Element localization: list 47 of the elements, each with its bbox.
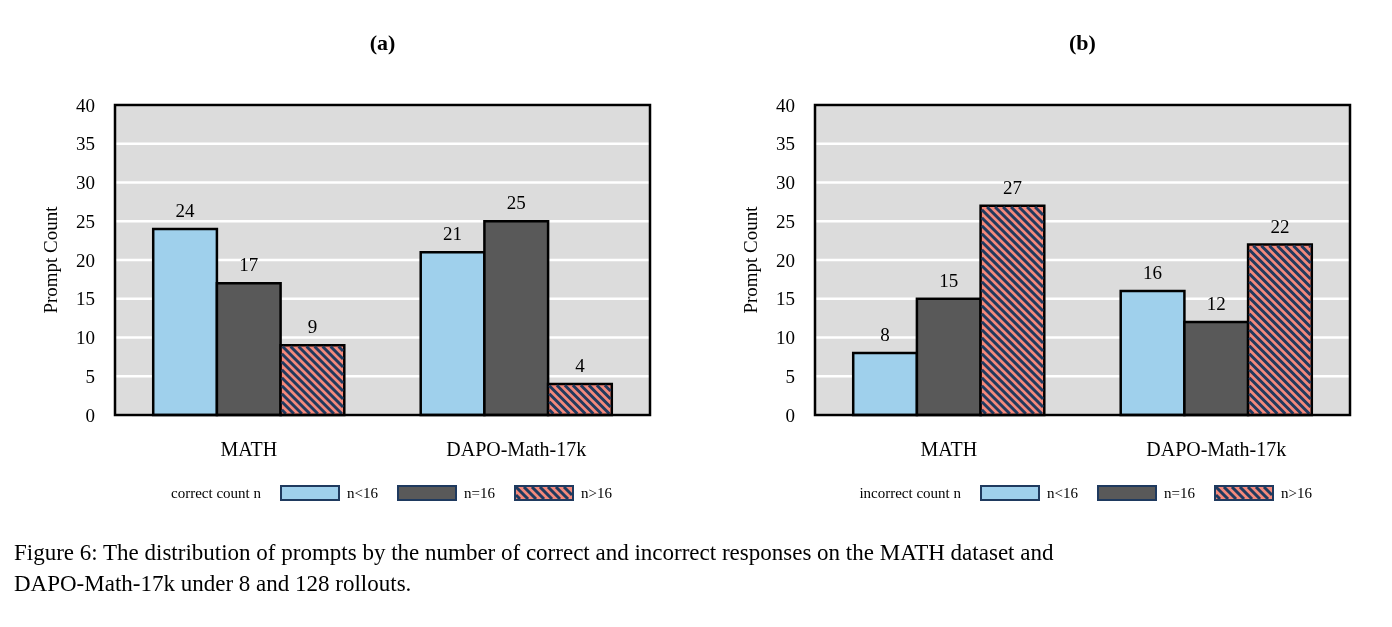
y-tick-label: 10 — [76, 327, 95, 349]
legend-label: n>16 — [581, 485, 613, 502]
y-tick-label: 20 — [76, 249, 95, 271]
y-axis-title: Prompt Count — [40, 205, 61, 314]
y-tick-label: 5 — [785, 365, 795, 387]
data-label: 8 — [880, 324, 890, 345]
data-label: 12 — [1206, 293, 1226, 314]
y-tick-label: 15 — [776, 288, 795, 310]
legend-title: incorrect count n — [859, 485, 962, 502]
y-axis-title: Prompt Count — [740, 205, 761, 314]
y-tick-label: 25 — [76, 210, 95, 232]
data-label: 25 — [506, 192, 526, 214]
data-label: 21 — [443, 223, 463, 245]
caption: Figure 6: The distribution of prompts by the number of correct and incorrect responses on the MATH dataset and DAPO-Math-17k under 8 and 128 rollouts. — [14, 540, 1054, 596]
y-tick-label: 10 — [776, 327, 795, 349]
data-label: 22 — [1270, 215, 1290, 237]
y-tick-label: 30 — [76, 172, 95, 194]
legend-label: n>16 — [1281, 485, 1313, 502]
x-tick-label: MATH — [920, 438, 978, 460]
y-tick-label: 30 — [776, 172, 795, 194]
chart-title: (a) — [369, 30, 396, 55]
data-label: 4 — [575, 355, 586, 376]
data-label: 9 — [307, 316, 318, 338]
y-tick-label: 0 — [785, 404, 795, 426]
y-tick-label: 20 — [776, 249, 795, 271]
y-tick-label: 35 — [76, 133, 95, 155]
chart-title: (b) — [1069, 30, 1096, 55]
y-tick-label: 5 — [85, 365, 95, 387]
x-tick-label: DAPO-Math-17k — [1146, 438, 1287, 460]
x-tick-label: DAPO-Math-17k — [446, 438, 587, 460]
y-tick-label: 25 — [776, 210, 795, 232]
data-label: 15 — [939, 269, 959, 291]
y-tick-label: 15 — [76, 288, 95, 310]
legend-label: n<16 — [347, 485, 379, 502]
data-label: 27 — [1002, 176, 1022, 198]
data-label: 17 — [239, 254, 259, 276]
data-label: 16 — [1143, 262, 1163, 283]
legend-label: n=16 — [1164, 485, 1196, 502]
legend-label: n<16 — [1047, 485, 1079, 502]
legend-title: correct count n — [171, 485, 262, 502]
y-tick-label: 35 — [776, 133, 795, 155]
data-label: 24 — [175, 200, 196, 221]
y-tick-label: 40 — [776, 94, 795, 116]
x-tick-label: MATH — [220, 438, 278, 460]
legend-label: n=16 — [464, 485, 496, 502]
y-tick-label: 40 — [76, 94, 95, 116]
y-tick-label: 0 — [85, 404, 95, 426]
